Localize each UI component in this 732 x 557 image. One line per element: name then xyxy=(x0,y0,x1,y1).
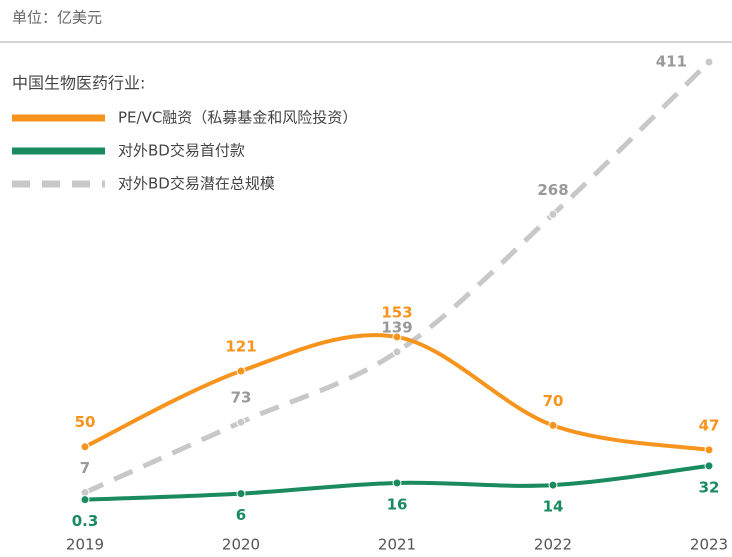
x-tick-label: 2020 xyxy=(222,536,260,554)
x-tick-label: 2023 xyxy=(690,536,728,554)
data-label: 6 xyxy=(236,506,246,524)
data-point xyxy=(548,480,558,490)
data-point xyxy=(392,347,402,357)
data-point xyxy=(236,417,246,427)
data-label: 0.3 xyxy=(72,512,99,530)
data-point xyxy=(548,209,558,219)
data-point xyxy=(80,442,90,452)
data-point xyxy=(704,57,714,67)
legend-label: PE/VC融资（私募基金和风险投资） xyxy=(118,109,357,127)
x-tick-label: 2019 xyxy=(66,536,104,554)
data-label: 411 xyxy=(656,52,687,70)
unit-label: 单位：亿美元 xyxy=(12,9,102,27)
data-point xyxy=(392,478,402,488)
data-label: 268 xyxy=(537,181,568,199)
data-label: 50 xyxy=(75,413,96,431)
data-point xyxy=(548,420,558,430)
data-point xyxy=(704,445,714,455)
data-point xyxy=(392,332,402,342)
x-tick-label: 2022 xyxy=(534,536,572,554)
data-label: 14 xyxy=(543,498,564,516)
x-tick-label: 2021 xyxy=(378,536,416,554)
data-point xyxy=(236,366,246,376)
data-label: 32 xyxy=(699,478,720,496)
series-line xyxy=(83,60,711,495)
data-label: 16 xyxy=(387,495,408,513)
legend-label: 对外BD交易潜在总规模 xyxy=(118,175,275,193)
data-label: 47 xyxy=(699,416,720,434)
data-point xyxy=(80,495,90,505)
data-point xyxy=(236,489,246,499)
data-label: 139 xyxy=(381,318,412,336)
data-label: 121 xyxy=(225,338,256,356)
data-label: 73 xyxy=(231,389,252,407)
data-label: 153 xyxy=(381,303,412,321)
data-label: 7 xyxy=(80,459,90,477)
legend-title: 中国生物医药行业: xyxy=(12,74,145,93)
data-point xyxy=(704,461,714,471)
legend-label: 对外BD交易首付款 xyxy=(118,142,245,160)
data-label: 70 xyxy=(543,392,564,410)
